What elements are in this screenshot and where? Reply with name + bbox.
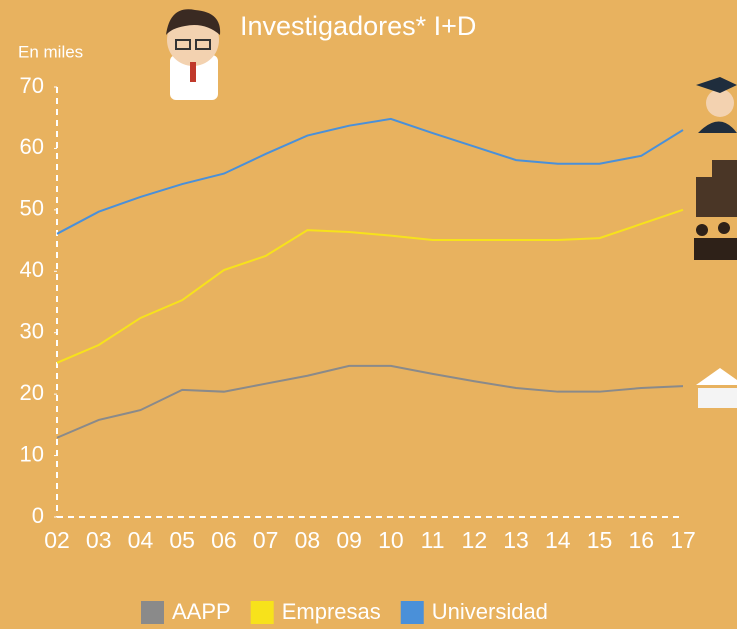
series-line xyxy=(56,117,684,235)
x-tick-label: 11 xyxy=(421,527,445,553)
x-tick-label: 12 xyxy=(462,527,488,553)
legend-label: AAPP xyxy=(172,599,231,624)
y-tick-label: 10 xyxy=(20,441,44,466)
x-tick-label: 08 xyxy=(295,527,321,553)
government-icon xyxy=(696,368,737,408)
x-tick-label: 05 xyxy=(169,527,195,553)
y-tick-label: 60 xyxy=(20,134,44,159)
x-tick-label: 09 xyxy=(336,527,362,553)
legend-label: Universidad xyxy=(432,599,548,624)
scientist-icon xyxy=(166,9,221,100)
y-axis-label: En miles xyxy=(18,42,83,61)
series-line xyxy=(56,208,684,364)
legend-swatch xyxy=(400,601,424,624)
y-tick-label: 50 xyxy=(20,196,44,221)
series-line xyxy=(56,364,684,439)
y-tick-label: 0 xyxy=(32,503,44,528)
x-tick-label: 15 xyxy=(587,527,613,553)
chart-title: Investigadores* I+D xyxy=(240,11,476,41)
x-tick-label: 06 xyxy=(211,527,237,553)
x-tick-label: 02 xyxy=(44,527,70,553)
legend-label: Empresas xyxy=(282,599,381,624)
y-tick-label: 40 xyxy=(20,257,44,282)
x-tick-label: 13 xyxy=(503,527,529,553)
x-tick-label: 03 xyxy=(86,527,112,553)
x-tick-label: 17 xyxy=(670,527,696,553)
graduate-icon xyxy=(696,77,737,133)
x-tick-label: 04 xyxy=(128,527,154,553)
y-tick-label: 20 xyxy=(20,380,44,405)
legend-swatch xyxy=(141,601,164,624)
company-icon xyxy=(694,160,737,260)
legend-swatch xyxy=(250,601,274,624)
y-tick-label: 30 xyxy=(20,319,44,344)
x-tick-label: 10 xyxy=(378,527,404,553)
y-tick-label: 70 xyxy=(20,73,44,98)
x-tick-label: 14 xyxy=(545,527,571,553)
x-tick-label: 07 xyxy=(253,527,279,553)
x-tick-label: 16 xyxy=(628,527,654,553)
